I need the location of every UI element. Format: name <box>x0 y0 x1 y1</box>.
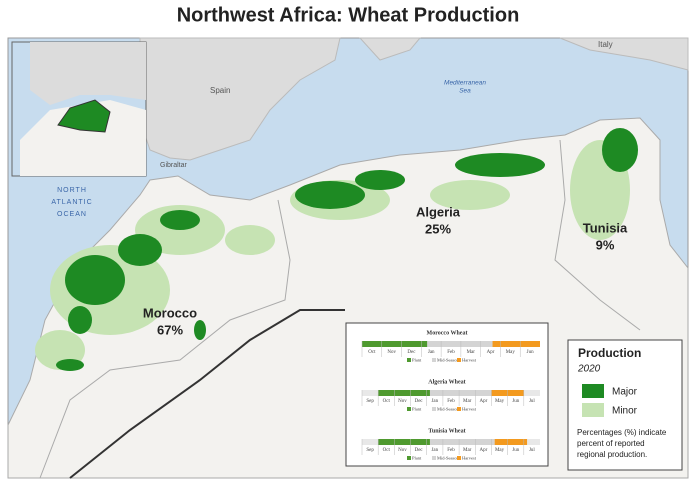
europe-land <box>358 37 422 61</box>
calendar-key <box>432 456 436 460</box>
month-label: Feb <box>447 448 455 453</box>
calendar-key-label: Plant <box>412 407 422 412</box>
calendar-key <box>432 407 436 411</box>
country-name: Tunisia <box>583 220 628 235</box>
calendar-key <box>457 358 461 362</box>
calendar-title: Tunisia Wheat <box>428 428 465 434</box>
calendar-title: Algeria Wheat <box>428 379 465 385</box>
month-label: May <box>506 350 516 355</box>
place-label: Gibraltar <box>160 162 188 169</box>
calendar-phase <box>362 341 428 347</box>
month-label: Oct <box>383 448 391 453</box>
italy-land <box>559 37 689 71</box>
country-name: Algeria <box>416 204 461 219</box>
calendar-phase <box>378 439 430 445</box>
month-label: Jun <box>512 399 519 404</box>
legend-note: regional production. <box>577 450 647 459</box>
legend-item: Major <box>612 387 638 398</box>
calendar-key <box>407 407 411 411</box>
region-boundary <box>69 309 345 479</box>
month-label: Dec <box>415 448 424 453</box>
month-label: Apr <box>479 399 487 404</box>
legend-title: Production <box>578 346 641 360</box>
month-label: Mar <box>467 350 476 355</box>
calendar-phase <box>492 341 540 347</box>
calendar-key <box>457 456 461 460</box>
month-label: Jan <box>431 448 438 453</box>
calendar-key-label: Mid-Season <box>437 358 459 363</box>
border <box>39 199 291 479</box>
calendar-phase <box>494 439 528 445</box>
calendar-phase <box>429 390 492 396</box>
month-label: Sep <box>366 448 374 453</box>
sea-label: Sea <box>459 88 471 95</box>
inset-map <box>11 41 147 177</box>
calendar-key-label: Plant <box>412 456 422 461</box>
title: Northwest Africa: Wheat Production <box>177 4 520 26</box>
calendar-key-label: Harvest <box>462 358 477 363</box>
legend-note: percent of reported <box>577 439 645 448</box>
calendar-phase <box>429 439 495 445</box>
legend: Production 2020 Major Minor Percentages … <box>567 339 683 471</box>
ocean-label: ATLANTIC <box>51 199 92 206</box>
calendar-key <box>407 358 411 362</box>
ocean-label: OCEAN <box>57 211 87 218</box>
crop-calendars: Morocco Wheat Oct Nov Dec Jan Feb Mar Apr May Jun… <box>345 322 549 467</box>
month-label: May <box>495 448 505 453</box>
calendar-key <box>432 358 436 362</box>
month-label: Apr <box>479 448 487 453</box>
calendar-key-label: Harvest <box>462 456 477 461</box>
month-label: Nov <box>398 399 407 404</box>
month-label: Oct <box>368 350 376 355</box>
calendar-phase <box>378 390 430 396</box>
month-label: Jan <box>431 399 438 404</box>
sea-label: Mediterranean <box>444 80 486 87</box>
legend-year: 2020 <box>577 364 601 375</box>
month-label: Mar <box>463 448 472 453</box>
border <box>554 139 641 331</box>
country-share: 9% <box>596 237 615 252</box>
month-label: Nov <box>398 448 407 453</box>
month-label: Jul <box>529 399 535 404</box>
calendar-phase <box>427 341 493 347</box>
calendar-key-label: Mid-Season <box>437 407 459 412</box>
ocean-label: NORTH <box>57 187 87 194</box>
month-label: Feb <box>447 399 455 404</box>
place-label: Spain <box>210 86 230 95</box>
country-share: 25% <box>425 221 451 236</box>
spain-land <box>139 37 341 161</box>
month-label: Sep <box>366 399 374 404</box>
place-label: Italy <box>598 40 613 49</box>
month-label: Mar <box>463 399 472 404</box>
month-label: Nov <box>387 350 396 355</box>
month-label: Oct <box>383 399 391 404</box>
calendar-title: Morocco Wheat <box>427 330 468 336</box>
month-label: Dec <box>407 350 416 355</box>
calendar-key <box>457 407 461 411</box>
month-label: Jan <box>428 350 435 355</box>
month-label: Jun <box>527 350 534 355</box>
calendar-key-label: Mid-Season <box>437 456 459 461</box>
major-areas <box>56 128 638 371</box>
month-label: Dec <box>415 399 424 404</box>
legend-item: Minor <box>612 406 638 417</box>
country-share: 67% <box>157 322 183 337</box>
month-label: Jun <box>512 448 519 453</box>
calendar-key <box>407 456 411 460</box>
country-name: Morocco <box>143 305 197 320</box>
legend-note: Percentages (%) indicate <box>577 428 667 437</box>
month-label: May <box>495 399 505 404</box>
calendar-key-label: Plant <box>412 358 422 363</box>
calendar-key-label: Harvest <box>462 407 477 412</box>
month-label: Jul <box>529 448 535 453</box>
month-label: Feb <box>447 350 455 355</box>
month-label: Apr <box>487 350 495 355</box>
